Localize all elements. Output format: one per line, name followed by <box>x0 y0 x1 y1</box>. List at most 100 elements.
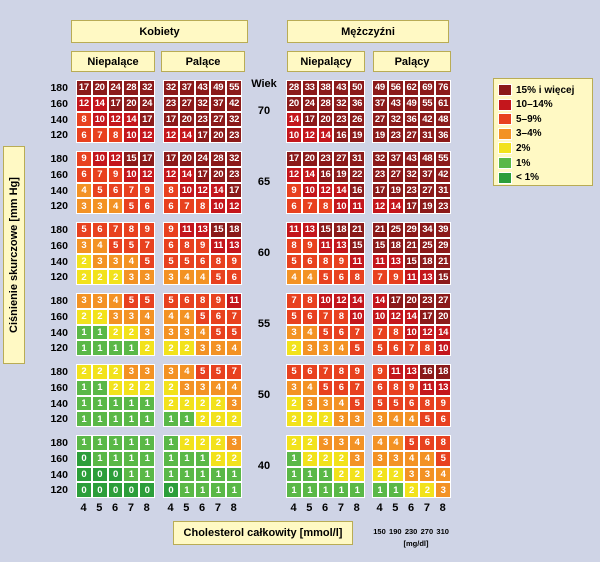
risk-cell: 1 <box>194 450 211 467</box>
risk-cell: 36 <box>435 127 451 144</box>
risk-cell: 12 <box>194 182 211 199</box>
legend-item: 3–4% <box>498 127 542 141</box>
risk-cell: 23 <box>387 127 404 144</box>
risk-cell: 14 <box>123 111 140 128</box>
risk-cell: 4 <box>403 411 420 428</box>
risk-cell: 11 <box>226 293 242 309</box>
risk-cell: 2 <box>163 395 179 412</box>
x-tick-label: 8 <box>353 502 360 514</box>
risk-cell: 6 <box>333 379 350 396</box>
risk-cell: 1 <box>91 324 108 341</box>
risk-cell: 9 <box>210 293 227 309</box>
risk-cell: 0 <box>76 482 92 499</box>
risk-cell: 1 <box>123 395 140 412</box>
risk-cell: 2 <box>107 324 124 341</box>
risk-cell: 11 <box>317 237 334 254</box>
risk-cell: 3 <box>76 198 92 215</box>
risk-cell: 13 <box>226 237 242 254</box>
risk-cell: 32 <box>387 111 404 128</box>
risk-cell: 23 <box>435 198 451 215</box>
risk-cell: 1 <box>107 450 124 467</box>
risk-cell: 8 <box>107 127 124 144</box>
risk-cell: 17 <box>107 95 124 112</box>
risk-cell: 3 <box>226 435 242 451</box>
sbp-tick-label: 120 <box>50 413 68 426</box>
risk-cell: 11 <box>349 253 365 270</box>
risk-cell: 19 <box>372 127 388 144</box>
risk-cell: 27 <box>178 95 195 112</box>
x-tick-label: 6 <box>199 502 206 514</box>
risk-cell: 17 <box>163 111 179 128</box>
risk-cell: 18 <box>387 237 404 254</box>
legend-label: 1% <box>516 157 531 169</box>
risk-cell: 8 <box>349 269 365 286</box>
risk-cell: 7 <box>91 166 108 183</box>
x-tick-label: 5 <box>96 502 103 514</box>
risk-cell: 12 <box>139 127 155 144</box>
x-tick-label: 4 <box>167 502 174 514</box>
risk-cell: 13 <box>419 269 436 286</box>
risk-cell: 6 <box>301 308 318 325</box>
legend-swatch <box>498 84 512 96</box>
risk-cell: 15 <box>317 222 334 238</box>
risk-cell: 32 <box>226 111 242 128</box>
risk-cell: 14 <box>435 324 451 341</box>
risk-cell: 5 <box>372 340 388 357</box>
risk-cell: 4 <box>387 411 404 428</box>
risk-cell: 1 <box>107 395 124 412</box>
risk-cell: 14 <box>333 182 350 199</box>
risk-cell: 3 <box>123 269 140 286</box>
risk-cell: 1 <box>333 482 350 499</box>
risk-cell: 11 <box>372 253 388 270</box>
risk-cell: 10 <box>123 127 140 144</box>
risk-cell: 14 <box>317 127 334 144</box>
risk-cell: 23 <box>163 95 179 112</box>
risk-cell: 1 <box>91 411 108 428</box>
risk-cell: 1 <box>139 411 155 428</box>
x-tick-label: 6 <box>322 502 329 514</box>
risk-cell: 10 <box>317 293 334 309</box>
risk-cell: 8 <box>178 237 195 254</box>
risk-cell: 23 <box>419 293 436 309</box>
risk-cell: 14 <box>210 182 227 199</box>
risk-cell: 4 <box>178 269 195 286</box>
risk-cell: 1 <box>317 482 334 499</box>
risk-cell: 2 <box>333 450 350 467</box>
risk-cell: 15 <box>123 151 140 167</box>
risk-cell: 0 <box>91 466 108 483</box>
risk-cell: 12 <box>107 111 124 128</box>
risk-cell: 31 <box>419 127 436 144</box>
risk-cell: 20 <box>91 80 108 96</box>
header-men: Mężczyźni <box>287 20 449 43</box>
risk-cell: 21 <box>372 222 388 238</box>
risk-cell: 4 <box>333 395 350 412</box>
risk-cell: 3 <box>333 411 350 428</box>
risk-cell: 17 <box>76 80 92 96</box>
risk-cell: 32 <box>163 80 179 96</box>
risk-cell: 10 <box>91 151 108 167</box>
risk-cell: 5 <box>76 222 92 238</box>
risk-cell: 14 <box>387 198 404 215</box>
risk-cell: 2 <box>333 466 350 483</box>
risk-cell: 23 <box>333 111 350 128</box>
risk-cell: 1 <box>286 466 302 483</box>
risk-cell: 19 <box>419 198 436 215</box>
risk-cell: 17 <box>372 182 388 199</box>
legend-swatch <box>498 157 512 169</box>
risk-cell: 11 <box>178 222 195 238</box>
risk-cell: 2 <box>139 379 155 396</box>
risk-cell: 6 <box>403 395 420 412</box>
sbp-tick-label: 140 <box>50 397 68 410</box>
x-tick-label: 4 <box>80 502 87 514</box>
header-men-smoking: Palący <box>373 51 451 72</box>
risk-cell: 7 <box>403 340 420 357</box>
risk-cell: 61 <box>435 95 451 112</box>
risk-cell: 43 <box>333 80 350 96</box>
sbp-tick-label: 120 <box>50 271 68 284</box>
x-tick-label: 8 <box>230 502 237 514</box>
risk-cell: 14 <box>178 127 195 144</box>
risk-cell: 1 <box>301 482 318 499</box>
sbp-tick-label: 160 <box>50 168 68 181</box>
mgdl-tick-label: 190 <box>389 527 402 536</box>
risk-cell: 5 <box>403 435 420 451</box>
